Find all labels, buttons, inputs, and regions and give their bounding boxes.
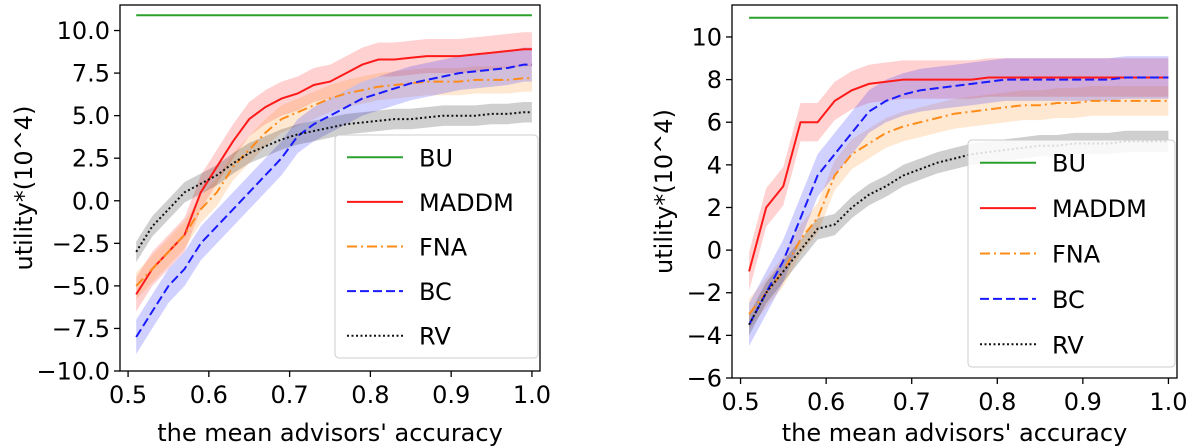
legend-label-maddm: MADDM	[1052, 195, 1147, 223]
x-tick-label: 0.9	[432, 381, 470, 409]
x-tick-label: 1.0	[1149, 388, 1187, 416]
y-tick-label: −2	[687, 279, 722, 307]
chart-right: 0.5 0.6 0.7 0.8 0.9 1.0 the mean advisors' acc…	[650, 4, 1188, 447]
y-tick-label: 0	[707, 237, 722, 265]
series-fna-band	[136, 64, 532, 300]
y-tick-label: −2.5	[52, 230, 110, 258]
series-bc-line	[748, 76, 1169, 326]
series-rv-band	[136, 102, 532, 263]
y-tick-label: 6	[707, 109, 722, 137]
x-tick-label: 0.9	[1064, 388, 1102, 416]
x-tick-label: 0.7	[271, 381, 309, 409]
series-fna-band	[749, 86, 1169, 329]
y-tick-label: 10.0	[57, 17, 110, 45]
series-bc-band	[136, 47, 532, 354]
legend-item-maddm: MADDM	[980, 195, 1147, 223]
y-tick-label: 8	[707, 66, 722, 94]
legend-box	[967, 139, 1176, 368]
x-tick-label: 0.8	[978, 388, 1016, 416]
y-tick-label: 2	[707, 194, 722, 222]
y-tick-label: 0.0	[72, 187, 110, 215]
legend: BU MADDM FNA BC RV	[334, 134, 539, 359]
legend-item-bc: BC	[347, 278, 452, 306]
x-tick-label: 0.6	[807, 388, 845, 416]
legend-item-bc: BC	[980, 286, 1085, 314]
legend-label-bc: BC	[1052, 286, 1085, 314]
legend-item-rv: RV	[347, 323, 451, 351]
x-axis-label: the mean advisors' accuracy	[782, 419, 1128, 447]
y-axis-label: utility*(10^4)	[10, 106, 38, 271]
series-maddm-band	[749, 58, 1169, 291]
x-tick-label: 0.8	[351, 381, 389, 409]
legend-label-bc: BC	[419, 278, 452, 306]
x-tick-label: 0.5	[721, 388, 759, 416]
legend-label-fna: FNA	[1052, 241, 1101, 269]
x-axis: 0.5 0.6 0.7 0.8 0.9 1.0 the mean advisors' acc…	[109, 371, 551, 447]
x-tick-label: 0.7	[893, 388, 931, 416]
legend-item-rv: RV	[980, 331, 1084, 359]
y-axis: −10.0 −7.5 −5.0 −2.5 0.0 2.5 5.0 7.5 10.0 utility…	[10, 17, 120, 386]
x-axis-label: the mean advisors' accuracy	[157, 419, 503, 447]
x-tick-label: 1.0	[513, 381, 551, 409]
y-tick-label: 4	[707, 151, 722, 179]
series-fna-line	[135, 77, 532, 287]
series-maddm-band	[136, 32, 532, 312]
y-tick-label: −6	[687, 365, 722, 393]
series-fna-line	[748, 99, 1169, 315]
x-tick-label: 0.6	[190, 381, 228, 409]
legend-item-maddm: MADDM	[347, 189, 514, 217]
series-maddm-line	[748, 76, 1169, 272]
y-axis-label: utility*(10^4)	[650, 109, 678, 274]
y-tick-label: 10	[691, 23, 722, 51]
series-bc-band	[749, 56, 1169, 346]
legend-item-fna: FNA	[347, 234, 468, 262]
y-tick-label: 7.5	[72, 60, 110, 88]
y-tick-label: −10.0	[36, 358, 110, 386]
x-tick-label: 0.5	[109, 381, 147, 409]
y-tick-label: 2.5	[72, 145, 110, 173]
legend-label-bu: BU	[1052, 150, 1086, 178]
y-tick-label: −5.0	[52, 272, 110, 300]
y-axis: −6 −4 −2 0 2 4 6 8 10 utility*(10^4)	[650, 23, 732, 393]
axes-frame	[119, 4, 541, 372]
chart-left: 0.5 0.6 0.7 0.8 0.9 1.0 the mean advisors' acc…	[10, 4, 551, 447]
y-tick-label: 5.0	[72, 102, 110, 130]
legend-item-fna: FNA	[980, 241, 1101, 269]
series-rv-line	[748, 140, 1169, 326]
legend-box	[334, 134, 539, 359]
legend: BU MADDM FNA BC RV	[967, 139, 1176, 368]
series-maddm-line	[135, 48, 532, 295]
legend-label-rv: RV	[1052, 331, 1084, 359]
axes-frame	[731, 4, 1178, 379]
plot-area	[119, 4, 541, 372]
legend-label-maddm: MADDM	[419, 189, 514, 217]
y-tick-label: −4	[687, 322, 722, 350]
y-tick-label: −7.5	[52, 315, 110, 343]
legend-item-bu: BU	[980, 150, 1086, 178]
series-bc-line	[135, 63, 532, 338]
x-axis: 0.5 0.6 0.7 0.8 0.9 1.0 the mean advisors' acc…	[721, 378, 1188, 447]
legend-label-fna: FNA	[419, 234, 468, 262]
legend-item-bu: BU	[347, 144, 453, 172]
legend-label-bu: BU	[419, 144, 453, 172]
legend-label-rv: RV	[419, 323, 451, 351]
